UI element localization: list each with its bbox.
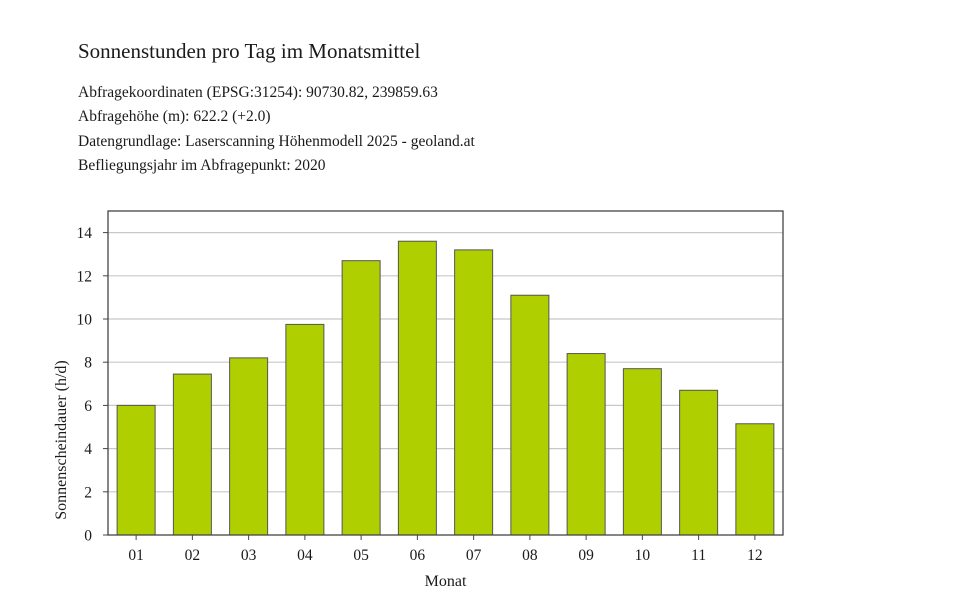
x-tick-label: 08 xyxy=(522,547,538,564)
query-info: Abfragekoordinaten (EPSG:31254): 90730.8… xyxy=(78,81,475,178)
x-tick-label: 09 xyxy=(578,547,594,564)
bar-month-08 xyxy=(510,294,550,536)
chart-title: Sonnenstunden pro Tag im Monatsmittel xyxy=(78,39,421,63)
x-tick-label: 04 xyxy=(297,547,313,564)
bar-month-04 xyxy=(285,323,325,536)
bar-month-12 xyxy=(735,423,775,536)
bar-month-05 xyxy=(341,260,381,536)
bar-month-03 xyxy=(229,357,269,536)
x-axis-ticks: 01 02 03 04 05 06 07 08 09 10 11 12 xyxy=(128,535,763,564)
x-tick-label: 01 xyxy=(128,547,144,564)
bar-month-07 xyxy=(454,249,494,536)
y-tick-label: 6 xyxy=(84,398,92,415)
y-tick-label: 2 xyxy=(84,484,92,501)
x-tick-label: 10 xyxy=(635,547,651,564)
y-tick-label: 8 xyxy=(84,355,92,372)
bar-month-01 xyxy=(116,404,156,536)
y-tick-label: 14 xyxy=(77,225,93,242)
x-tick-label: 02 xyxy=(185,547,201,564)
y-tick-label: 12 xyxy=(77,268,93,285)
y-tick-label: 0 xyxy=(84,528,92,545)
y-tick-label: 10 xyxy=(77,312,93,329)
x-tick-label: 03 xyxy=(241,547,257,564)
bar-month-09 xyxy=(566,353,606,536)
x-tick-label: 12 xyxy=(747,547,763,564)
x-tick-label: 11 xyxy=(691,547,706,564)
x-tick-label: 06 xyxy=(410,547,426,564)
x-tick-label: 05 xyxy=(353,547,369,564)
info-elevation: Abfragehöhe (m): 622.2 (+2.0) xyxy=(78,108,271,126)
bar-month-10 xyxy=(622,368,662,536)
info-coordinates: Abfragekoordinaten (EPSG:31254): 90730.8… xyxy=(78,84,438,101)
x-axis-label: Monat xyxy=(425,573,467,590)
bar-month-02 xyxy=(172,373,212,536)
x-tick-label: 07 xyxy=(466,547,482,564)
bar-month-06 xyxy=(397,240,437,536)
y-axis-label: Sonnenscheindauer (h/d) xyxy=(53,360,70,520)
bar-month-11 xyxy=(679,389,719,536)
plot-frame xyxy=(107,210,784,536)
info-data-source: Datengrundlage: Laserscanning Höhenmodel… xyxy=(78,132,475,150)
gridlines xyxy=(108,232,783,493)
y-tick-label: 4 xyxy=(84,441,92,458)
info-flight-year: Befliegungsjahr im Abfragepunkt: 2020 xyxy=(78,156,326,174)
y-axis-ticks: 0 2 4 6 8 10 12 14 xyxy=(77,225,108,545)
bars xyxy=(116,240,775,536)
